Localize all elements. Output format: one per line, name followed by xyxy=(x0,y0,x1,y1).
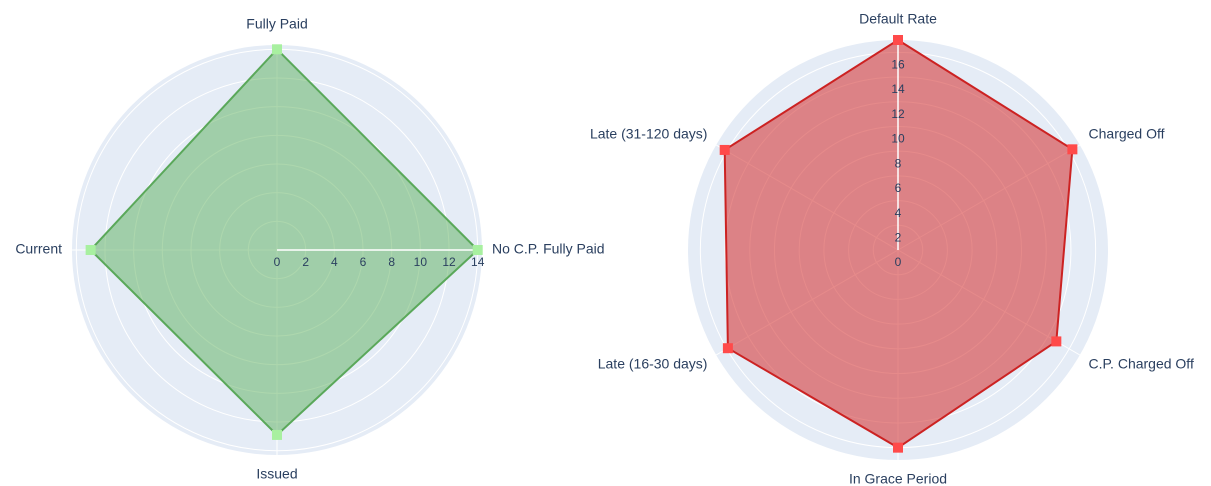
r-tick-label: 4 xyxy=(895,206,902,220)
r-tick-label: 2 xyxy=(895,230,902,244)
category-label: Late (16-30 days) xyxy=(598,356,708,372)
marker xyxy=(85,245,96,255)
r-tick-label: 8 xyxy=(388,255,395,269)
r-tick-label: 12 xyxy=(442,255,456,269)
category-label: C.P. Charged Off xyxy=(1089,356,1194,372)
r-tick-label: 0 xyxy=(895,255,902,269)
r-tick-label: 8 xyxy=(895,156,902,170)
radar-chart: 0 2 4 6 8 10 12 14 16 Default Rate Charged Off C.P.… xyxy=(590,11,1194,486)
r-tick-label: 6 xyxy=(360,255,367,269)
category-label: Current xyxy=(15,241,62,257)
marker xyxy=(1067,144,1078,155)
r-tick-label: 4 xyxy=(331,255,338,269)
r-tick-label: 16 xyxy=(891,58,905,72)
category-label: No C.P. Fully Paid xyxy=(492,241,605,257)
r-tick-label: 10 xyxy=(891,132,905,146)
r-tick-label: 14 xyxy=(891,82,905,96)
marker xyxy=(272,44,282,55)
category-label: Late (31-120 days) xyxy=(590,126,708,142)
marker xyxy=(719,144,730,155)
marker xyxy=(272,429,282,440)
marker xyxy=(472,245,483,255)
r-tick-label: 0 xyxy=(274,255,281,269)
r-tick-label: 12 xyxy=(891,107,905,121)
marker xyxy=(893,35,903,45)
category-label: In Grace Period xyxy=(849,471,947,486)
marker xyxy=(1051,336,1062,347)
radar-chart: 0 2 4 6 8 10 12 14 No C.P. Fully Paid Fully Paid C… xyxy=(15,16,604,482)
category-label: Issued xyxy=(256,466,297,482)
marker xyxy=(722,343,733,354)
r-tick-label: 2 xyxy=(302,255,309,269)
r-tick-label: 10 xyxy=(414,255,428,269)
r-tick-label: 14 xyxy=(471,255,485,269)
r-tick-label: 6 xyxy=(895,181,902,195)
category-label: Charged Off xyxy=(1089,126,1165,142)
marker xyxy=(893,442,903,453)
category-label: Fully Paid xyxy=(246,16,307,32)
category-label: Default Rate xyxy=(859,11,937,27)
